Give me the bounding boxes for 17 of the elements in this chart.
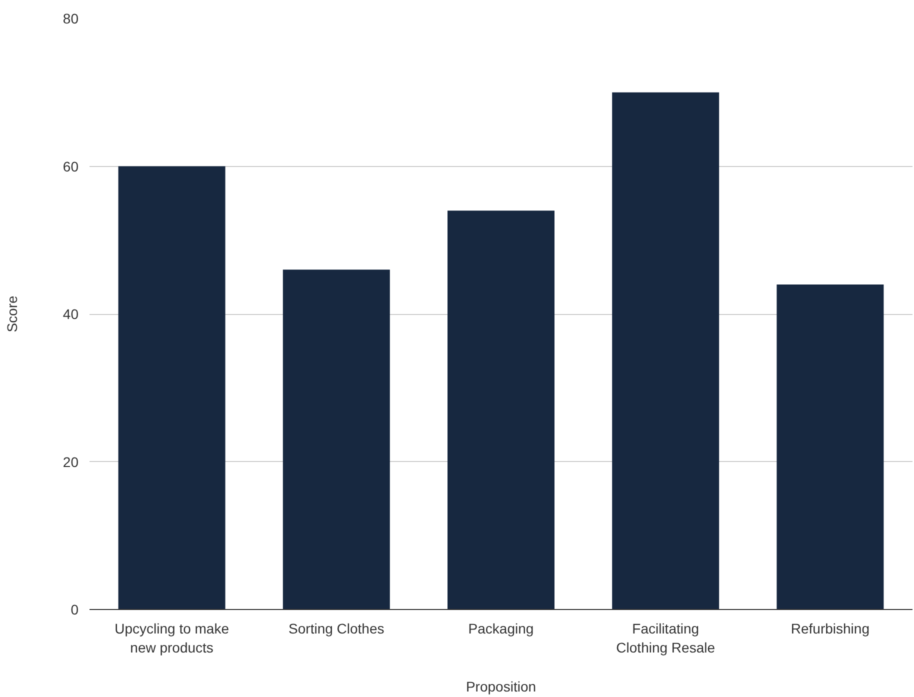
x-tick-label: Sorting Clothes: [288, 620, 384, 636]
bar: [776, 284, 884, 610]
x-axis-title: Proposition: [466, 678, 536, 695]
bar: [282, 270, 390, 610]
bar: [448, 210, 554, 610]
x-tick-label: Upcycling to make new products: [114, 620, 230, 656]
y-tick-label: 60: [62, 158, 79, 174]
y-tick-label: 0: [70, 602, 79, 618]
y-tick-label: 40: [62, 306, 79, 322]
x-tick-label: Facilitating Clothing Resale: [616, 620, 716, 656]
x-tick-label: Packaging: [468, 620, 534, 636]
y-axis-title: Score: [4, 296, 20, 332]
bar: [612, 92, 720, 610]
y-tick-label: 20: [62, 454, 79, 470]
y-tick-label: 80: [62, 10, 79, 26]
x-tick-label: Refurbishing: [790, 620, 870, 636]
bar: [118, 166, 226, 610]
